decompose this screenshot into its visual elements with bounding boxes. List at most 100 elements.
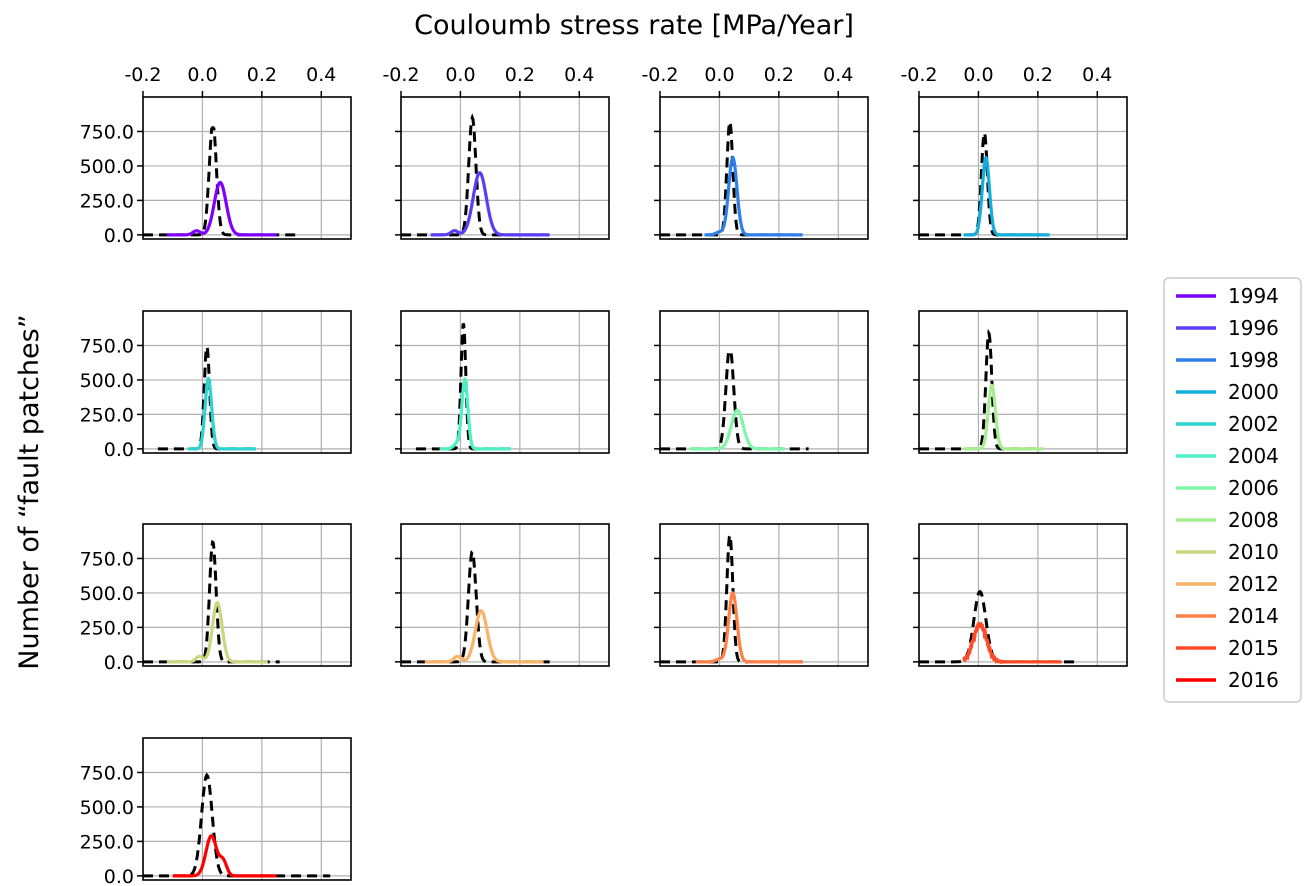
x-tick-label: 0.2 — [247, 64, 277, 86]
reference-curve — [143, 126, 301, 237]
top-axis-label: Couloumb stress rate [MPa/Year] — [414, 10, 854, 41]
reference-curve — [143, 772, 331, 878]
legend-frame — [1163, 277, 1302, 703]
legend-item-2014: 2014 — [1176, 604, 1279, 628]
series-curve-2010 — [166, 600, 268, 664]
legend-label: 2015 — [1228, 636, 1279, 660]
x-tick-label: -0.2 — [641, 64, 678, 86]
legend-label: 2002 — [1228, 412, 1279, 436]
left-axis-label: Number of “fault patches” — [14, 314, 45, 669]
legend-label: 2016 — [1228, 668, 1279, 692]
panel-1996: -0.2 0.0 0.2 0.4 — [382, 64, 610, 240]
legend-item-2015: 2015 — [1176, 636, 1279, 660]
series-curve-1996 — [430, 171, 550, 237]
legend-item-2012: 2012 — [1176, 572, 1279, 596]
x-tick-label: -0.2 — [382, 64, 419, 86]
reference-curve — [157, 341, 256, 451]
legend-item-2006: 2006 — [1176, 476, 1279, 500]
legend-item-1998: 1998 — [1176, 348, 1279, 372]
panel-frame — [659, 523, 869, 667]
y-tick-label: 250.0 — [80, 617, 134, 639]
legend-item-2004: 2004 — [1176, 444, 1279, 468]
panel-frame — [400, 523, 610, 667]
series-curve-2014 — [695, 591, 803, 664]
series-curve-2002 — [187, 376, 256, 451]
legend-item-2016: 2016 — [1176, 668, 1279, 692]
panel-2002: 0.0 250.0 500.0 750.0 — [80, 310, 352, 461]
x-tick-label: 0.4 — [564, 64, 594, 86]
panel-2008 — [913, 310, 1128, 454]
y-tick-label: 500.0 — [80, 583, 134, 605]
legend-label: 1994 — [1228, 284, 1279, 308]
legend-label: 1998 — [1228, 348, 1279, 372]
series-curve-2016 — [172, 834, 277, 878]
y-tick-label: 500.0 — [80, 797, 134, 819]
x-tick-label: 0.4 — [306, 64, 336, 86]
y-tick-label: 250.0 — [80, 831, 134, 853]
panel-frame — [400, 96, 610, 240]
y-tick-label: 0.0 — [104, 439, 134, 461]
series-curve-2006 — [689, 408, 785, 451]
panel-frame — [142, 310, 352, 454]
panel-frame — [142, 737, 352, 881]
panel-2010: 0.0 250.0 500.0 750.0 — [80, 523, 352, 674]
x-tick-label: -0.2 — [900, 64, 937, 86]
panel-frame — [918, 310, 1128, 454]
reference-curve — [143, 539, 280, 664]
y-tick-label: 750.0 — [80, 762, 134, 784]
y-tick-label: 0.0 — [104, 652, 134, 674]
legend-label: 2012 — [1228, 572, 1279, 596]
x-tick-label: 0.2 — [505, 64, 535, 86]
panel-2016: 0.0 250.0 500.0 750.0 — [80, 737, 352, 886]
panel-2000: -0.2 0.0 0.2 0.4 — [900, 64, 1128, 240]
panel-1998: -0.2 0.0 0.2 0.4 — [641, 64, 869, 240]
reference-curve — [660, 115, 794, 237]
panel-2014 — [654, 523, 869, 667]
y-tick-label: 0.0 — [104, 225, 134, 247]
panel-1994: 0.0 250.0 500.0 750.0 -0.2 0.0 0.2 0.4 — [80, 64, 352, 247]
legend-item-2010: 2010 — [1176, 540, 1279, 564]
y-tick-label: 0.0 — [104, 866, 134, 886]
panel-2012 — [395, 523, 610, 667]
reference-curve — [415, 323, 511, 451]
panel-frame — [918, 96, 1128, 240]
x-tick-label: 0.4 — [1082, 64, 1112, 86]
panel-2015 — [913, 523, 1128, 667]
legend-label: 2004 — [1228, 444, 1279, 468]
series-curve-2000 — [963, 155, 1050, 237]
panel-frame — [400, 310, 610, 454]
x-tick-label: 0.2 — [764, 64, 794, 86]
legend-label: 2010 — [1228, 540, 1279, 564]
y-tick-label: 750.0 — [80, 121, 134, 143]
panel-2004 — [395, 310, 610, 454]
panel-2006 — [654, 310, 869, 454]
legend-item-1994: 1994 — [1176, 284, 1279, 308]
x-tick-label: 0.0 — [963, 64, 993, 86]
legend-label: 2014 — [1228, 604, 1279, 628]
reference-curve — [401, 113, 544, 237]
x-tick-label: 0.0 — [704, 64, 734, 86]
legend-item-2008: 2008 — [1176, 508, 1279, 532]
y-tick-label: 750.0 — [80, 335, 134, 357]
panel-frame — [659, 310, 869, 454]
series-curve-2008 — [963, 383, 1044, 451]
series-curve-2015 — [962, 620, 1062, 665]
series-curve-2012 — [424, 609, 544, 664]
legend-item-2002: 2002 — [1176, 412, 1279, 436]
panel-frame — [142, 96, 352, 240]
reference-curve — [919, 589, 1077, 664]
x-tick-label: 0.0 — [187, 64, 217, 86]
panel-frame — [918, 523, 1128, 667]
legend-label: 2008 — [1228, 508, 1279, 532]
legend-label: 1996 — [1228, 316, 1279, 340]
panel-frame — [142, 523, 352, 667]
y-tick-label: 750.0 — [80, 548, 134, 570]
y-tick-label: 250.0 — [80, 404, 134, 426]
y-tick-label: 250.0 — [80, 190, 134, 212]
x-tick-label: -0.2 — [124, 64, 161, 86]
x-tick-label: 0.2 — [1023, 64, 1053, 86]
legend-label: 2000 — [1228, 380, 1279, 404]
x-tick-label: 0.0 — [445, 64, 475, 86]
legend: 1994 1996 1998 2000 2002 2004 2006 2008 2010 2012… — [1163, 277, 1302, 703]
